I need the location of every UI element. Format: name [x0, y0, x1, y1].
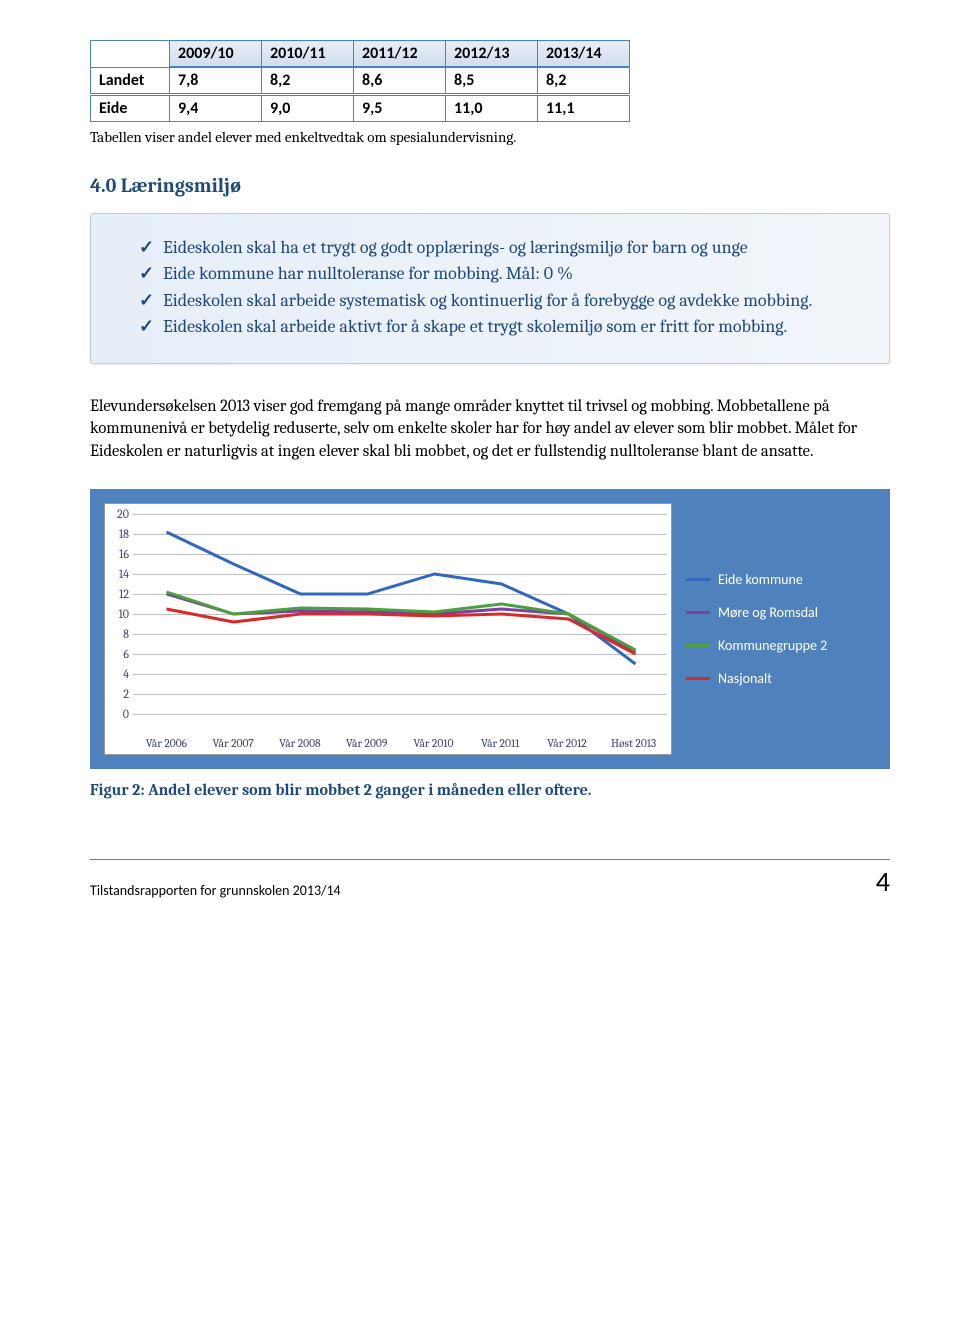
- chart-xtick-label: Vår 2010: [400, 737, 467, 750]
- chart-ytick-label: 8: [105, 627, 129, 641]
- legend-swatch: [686, 644, 710, 647]
- legend-label: Kommunegruppe 2: [718, 637, 827, 654]
- table-cell: 9,0: [262, 95, 354, 122]
- legend-item: Nasjonalt: [686, 670, 827, 687]
- body-paragraph: Elevundersøkelsen 2013 viser god fremgan…: [90, 396, 890, 463]
- table-row: Eide 9,4 9,0 9,5 11,0 11,1: [91, 95, 630, 122]
- table-cell: 8,2: [537, 67, 629, 95]
- table-cell: 8,2: [262, 67, 354, 95]
- chart-ytick-label: 6: [105, 647, 129, 661]
- table-header-blank: [91, 41, 170, 68]
- legend-swatch: [686, 677, 710, 680]
- chart-xtick-label: Vår 2007: [200, 737, 267, 750]
- chart-ytick-label: 14: [105, 567, 129, 581]
- chart-plot-area: 02468101214161820 Vår 2006Vår 2007Vår 20…: [104, 503, 672, 755]
- chart-legend: Eide kommune Møre og Romsdal Kommunegruppe…: [686, 503, 827, 755]
- chart-ytick-label: 2: [105, 687, 129, 701]
- table-cell: 8,6: [354, 67, 446, 95]
- chart-ytick-label: 10: [105, 607, 129, 621]
- table-header: 2009/10: [170, 41, 262, 68]
- goals-box: Eideskolen skal ha et trygt og godt oppl…: [90, 213, 890, 364]
- chart-xtick-label: Vår 2009: [333, 737, 400, 750]
- legend-swatch: [686, 578, 710, 581]
- table-cell: Landet: [91, 67, 170, 95]
- legend-label: Møre og Romsdal: [718, 604, 818, 621]
- bullet-item: Eideskolen skal arbeide systematisk og k…: [139, 289, 863, 313]
- bullet-item: Eide kommune har nulltoleranse for mobbi…: [139, 262, 863, 286]
- table-header: 2012/13: [446, 41, 538, 68]
- chart-ytick-label: 4: [105, 667, 129, 681]
- legend-item: Kommunegruppe 2: [686, 637, 827, 654]
- bullet-item: Eideskolen skal arbeide aktivt for å ska…: [139, 315, 863, 339]
- table-cell: 9,4: [170, 95, 262, 122]
- table-caption: Tabellen viser andel elever med enkeltve…: [90, 128, 890, 146]
- table-cell: Eide: [91, 95, 170, 122]
- table-cell: 11,0: [446, 95, 538, 122]
- page-number: 4: [876, 864, 890, 899]
- chart-xtick-label: Vår 2006: [133, 737, 200, 750]
- chart-xtick-label: Vår 2011: [467, 737, 534, 750]
- chart-series-line: [167, 532, 636, 664]
- table-header: 2011/12: [354, 41, 446, 68]
- legend-swatch: [686, 611, 710, 614]
- legend-item: Møre og Romsdal: [686, 604, 827, 621]
- chart-ytick-label: 16: [105, 547, 129, 561]
- table-header: 2010/11: [262, 41, 354, 68]
- table-row: Landet 7,8 8,2 8,6 8,5 8,2: [91, 67, 630, 95]
- section-heading: 4.0 Læringsmiljø: [90, 174, 890, 197]
- bullet-item: Eideskolen skal ha et trygt og godt oppl…: [139, 236, 863, 260]
- chart-ytick-label: 12: [105, 587, 129, 601]
- footer-text: Tilstandsrapporten for grunnskolen 2013/…: [90, 882, 341, 899]
- table-cell: 11,1: [537, 95, 629, 122]
- table-header: 2013/14: [537, 41, 629, 68]
- chart-xtick-label: Vår 2008: [267, 737, 334, 750]
- table-cell: 7,8: [170, 67, 262, 95]
- table-cell: 8,5: [446, 67, 538, 95]
- table-cell: 9,5: [354, 95, 446, 122]
- page-footer: Tilstandsrapporten for grunnskolen 2013/…: [90, 859, 890, 899]
- chart-ytick-label: 0: [105, 707, 129, 721]
- chart-ytick-label: 20: [105, 507, 129, 521]
- chart-series-line: [167, 609, 636, 654]
- legend-item: Eide kommune: [686, 571, 827, 588]
- legend-label: Eide kommune: [718, 571, 803, 588]
- figure-caption: Figur 2: Andel elever som blir mobbet 2 …: [90, 781, 890, 799]
- legend-label: Nasjonalt: [718, 670, 772, 687]
- chart-ytick-label: 18: [105, 527, 129, 541]
- mobbing-chart: 02468101214161820 Vår 2006Vår 2007Vår 20…: [90, 489, 890, 769]
- spesialundervisning-table: 2009/10 2010/11 2011/12 2012/13 2013/14 …: [90, 40, 630, 122]
- chart-xtick-label: Vår 2012: [534, 737, 601, 750]
- chart-xtick-label: Høst 2013: [600, 737, 667, 750]
